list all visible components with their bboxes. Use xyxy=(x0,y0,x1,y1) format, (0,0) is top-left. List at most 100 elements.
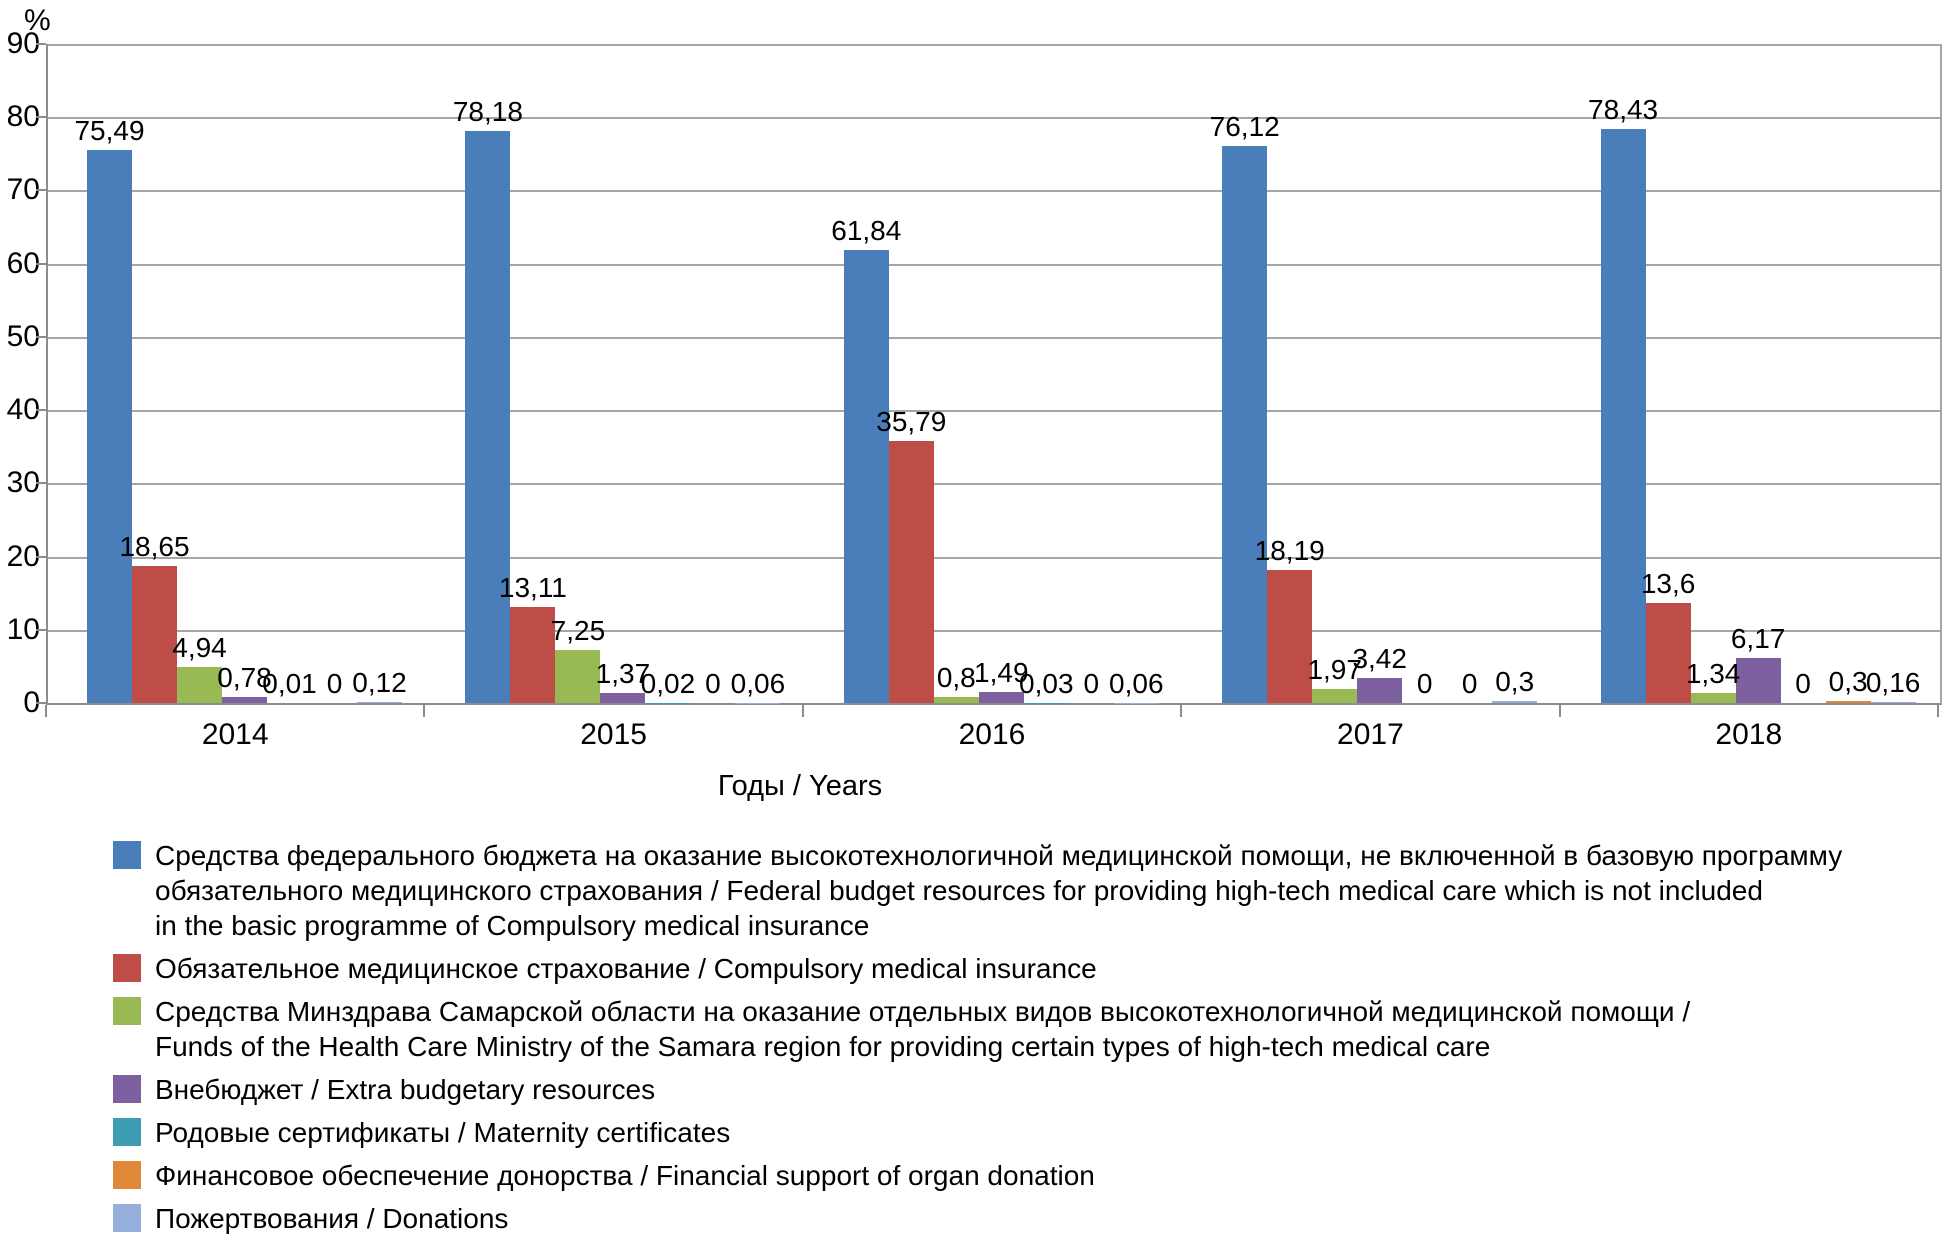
bar-value-2015-series2: 7,25 xyxy=(518,616,638,646)
y-tick-label-20: 20 xyxy=(0,542,40,572)
legend-label-5: Финансовое обеспечение донорства / Finan… xyxy=(155,1158,1095,1193)
x-tick-mark-1 xyxy=(423,705,425,717)
bar-value-2018-series0: 78,43 xyxy=(1563,95,1683,125)
legend-label-2-line-0: Средства Минздрава Самарской области на … xyxy=(155,994,1690,1029)
y-tick-mark-40 xyxy=(36,409,46,411)
gridline-50 xyxy=(48,337,1940,339)
legend-item-2: Средства Минздрава Самарской области на … xyxy=(113,994,1933,1064)
legend-label-4-line-0: Родовые сертификаты / Maternity certific… xyxy=(155,1115,730,1150)
y-tick-mark-50 xyxy=(36,336,46,338)
legend-swatch-2 xyxy=(113,997,141,1025)
bar-value-2016-series1: 35,79 xyxy=(851,407,971,437)
x-axis-label-2014: 2014 xyxy=(175,719,295,751)
y-tick-mark-90 xyxy=(36,43,46,45)
bar-2018-series2 xyxy=(1691,693,1736,703)
bar-2016-series0 xyxy=(844,250,889,703)
y-tick-mark-80 xyxy=(36,116,46,118)
bar-value-2014-series6: 0,12 xyxy=(320,668,440,698)
y-tick-label-80: 80 xyxy=(0,102,40,132)
bar-2014-series0 xyxy=(87,150,132,703)
gridline-70 xyxy=(48,190,1940,192)
x-axis-label-2016: 2016 xyxy=(932,719,1052,751)
y-tick-label-40: 40 xyxy=(0,395,40,425)
legend-label-1-line-0: Обязательное медицинское страхование / C… xyxy=(155,951,1097,986)
bar-value-2018-series3: 6,17 xyxy=(1698,624,1818,654)
y-tick-mark-20 xyxy=(36,556,46,558)
bar-value-2017-series1: 18,19 xyxy=(1230,536,1350,566)
legend-label-1: Обязательное медицинское страхование / C… xyxy=(155,951,1097,986)
bar-2017-series2 xyxy=(1312,689,1357,703)
x-tick-mark-2 xyxy=(802,705,804,717)
y-tick-label-10: 10 xyxy=(0,615,40,645)
legend-label-0-line-1: обязательного медицинского страхования /… xyxy=(155,873,1842,908)
y-tick-mark-30 xyxy=(36,482,46,484)
gridline-30 xyxy=(48,483,1940,485)
bar-2015-series0 xyxy=(465,131,510,703)
legend-label-4: Родовые сертификаты / Maternity certific… xyxy=(155,1115,730,1150)
bar-2017-series0 xyxy=(1222,146,1267,703)
bar-value-2018-series6: 0,16 xyxy=(1833,668,1950,698)
y-tick-label-70: 70 xyxy=(0,175,40,205)
y-tick-mark-70 xyxy=(36,189,46,191)
legend-item-5: Финансовое обеспечение донорства / Finan… xyxy=(113,1158,1933,1193)
gridline-20 xyxy=(48,557,1940,559)
legend-swatch-0 xyxy=(113,841,141,869)
y-tick-mark-10 xyxy=(36,629,46,631)
legend-item-0: Средства федерального бюджета на оказани… xyxy=(113,838,1933,943)
y-tick-label-90: 90 xyxy=(0,29,40,59)
x-axis-label-2015: 2015 xyxy=(554,719,674,751)
bar-2018-series0 xyxy=(1601,129,1646,703)
legend-label-6: Пожертвования / Donations xyxy=(155,1201,508,1236)
gridline-60 xyxy=(48,264,1940,266)
legend-item-4: Родовые сертификаты / Maternity certific… xyxy=(113,1115,1933,1150)
legend-swatch-1 xyxy=(113,954,141,982)
bar-value-2015-series6: 0,06 xyxy=(698,669,818,699)
bar-value-2018-series1: 13,6 xyxy=(1608,569,1728,599)
y-tick-mark-0 xyxy=(36,702,46,704)
gridline-90 xyxy=(48,44,1940,46)
bar-value-2016-series6: 0,06 xyxy=(1076,669,1196,699)
bar-2017-series6 xyxy=(1492,701,1537,703)
legend-label-3: Внебюджет / Extra budgetary resources xyxy=(155,1072,655,1107)
x-axis-label-2018: 2018 xyxy=(1689,719,1809,751)
legend-item-1: Обязательное медицинское страхование / C… xyxy=(113,951,1933,986)
y-tick-mark-60 xyxy=(36,263,46,265)
legend-item-3: Внебюджет / Extra budgetary resources xyxy=(113,1072,1933,1107)
gridline-40 xyxy=(48,410,1940,412)
legend-label-2: Средства Минздрава Самарской области на … xyxy=(155,994,1690,1064)
bar-value-2017-series6: 0,3 xyxy=(1455,667,1575,697)
legend-swatch-3 xyxy=(113,1075,141,1103)
x-tick-mark-4 xyxy=(1559,705,1561,717)
y-tick-label-0: 0 xyxy=(0,688,40,718)
bar-2016-series2 xyxy=(934,697,979,703)
chart-legend: Средства федерального бюджета на оказани… xyxy=(113,838,1933,1244)
bar-2018-series6 xyxy=(1871,702,1916,703)
bar-value-2014-series0: 75,49 xyxy=(50,116,170,146)
y-tick-label-30: 30 xyxy=(0,468,40,498)
x-axis-label-2017: 2017 xyxy=(1310,719,1430,751)
legend-label-0: Средства федерального бюджета на оказани… xyxy=(155,838,1842,943)
y-tick-label-60: 60 xyxy=(0,249,40,279)
legend-label-5-line-0: Финансовое обеспечение донорства / Finan… xyxy=(155,1158,1095,1193)
bar-2014-series6 xyxy=(357,702,402,703)
legend-label-0-line-2: in the basic programme of Compulsory med… xyxy=(155,908,1842,943)
x-tick-mark-3 xyxy=(1180,705,1182,717)
bar-value-2015-series0: 78,18 xyxy=(428,97,548,127)
legend-swatch-4 xyxy=(113,1118,141,1146)
legend-label-3-line-0: Внебюджет / Extra budgetary resources xyxy=(155,1072,655,1107)
bar-value-2017-series0: 76,12 xyxy=(1185,112,1305,142)
bar-value-2016-series0: 61,84 xyxy=(806,216,926,246)
legend-label-6-line-0: Пожертвования / Donations xyxy=(155,1201,508,1236)
legend-swatch-6 xyxy=(113,1204,141,1232)
x-tick-mark-0 xyxy=(45,705,47,717)
legend-label-2-line-1: Funds of the Health Care Ministry of the… xyxy=(155,1029,1690,1064)
bar-value-2014-series1: 18,65 xyxy=(95,532,215,562)
legend-item-6: Пожертвования / Donations xyxy=(113,1201,1933,1236)
x-axis-caption: Годы / Years xyxy=(500,770,1100,803)
y-tick-label-50: 50 xyxy=(0,322,40,352)
legend-swatch-5 xyxy=(113,1161,141,1189)
legend-label-0-line-0: Средства федерального бюджета на оказани… xyxy=(155,838,1842,873)
bar-2018-series5 xyxy=(1826,701,1871,703)
